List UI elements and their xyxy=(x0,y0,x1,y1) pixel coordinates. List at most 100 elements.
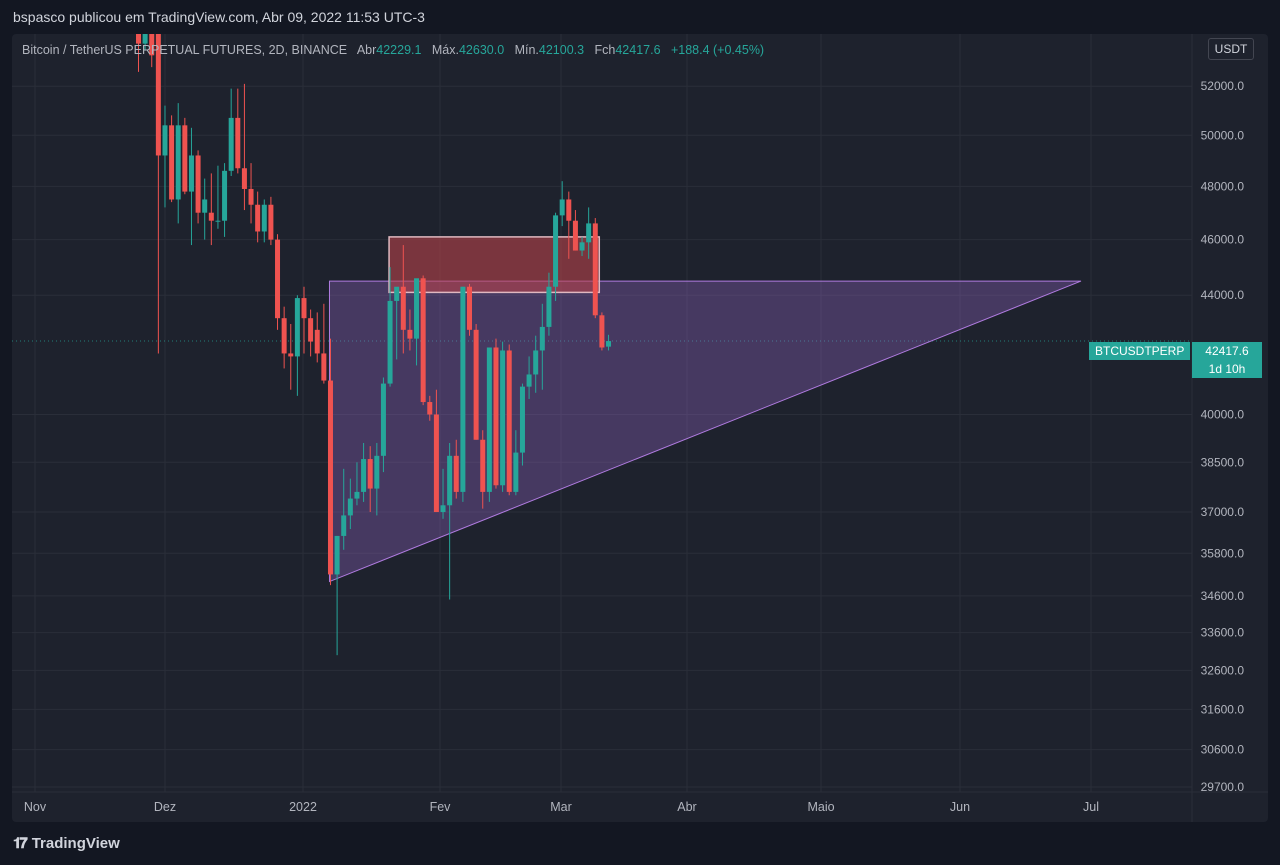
tradingview-logo-icon: 𝟏𝟕 xyxy=(13,834,28,852)
low-value: 42100.3 xyxy=(538,43,585,57)
price-tick-label: 37000.0 xyxy=(1201,505,1245,519)
price-tick-label: 46000.0 xyxy=(1201,233,1245,247)
candle-body xyxy=(341,515,347,536)
candle-body xyxy=(241,168,247,189)
high-label: Máx. xyxy=(431,43,459,57)
footer: 𝟏𝟕 TradingView xyxy=(0,822,1280,865)
price-tick-label: 32600.0 xyxy=(1201,663,1245,677)
candle-body xyxy=(261,204,267,232)
candle-body xyxy=(400,286,406,330)
price-tick-label: 31600.0 xyxy=(1201,702,1245,716)
candle-body xyxy=(248,188,254,205)
candle-body xyxy=(294,298,300,357)
change-value: +188.4 (+0.45%) xyxy=(670,43,765,57)
candle-body xyxy=(255,204,261,232)
candle-body xyxy=(334,535,340,575)
candle-body xyxy=(394,286,400,301)
candle-body xyxy=(427,402,433,415)
tradingview-logo[interactable]: 𝟏𝟕 TradingView xyxy=(13,834,120,852)
last-price-value: 42417.6 xyxy=(1205,344,1249,358)
candle-body xyxy=(235,117,241,169)
price-tick-label: 52000.0 xyxy=(1201,79,1245,93)
candle-body xyxy=(288,353,294,357)
candle-body xyxy=(433,414,439,513)
publish-header: bspasco publicou em TradingView.com, Abr… xyxy=(0,0,1280,34)
candle-body xyxy=(447,455,453,506)
candle-body xyxy=(208,212,214,221)
candle-body xyxy=(586,223,592,243)
chart-pane[interactable]: 52000.0 50000.0 48000.0 46000.0 44000.0 40000… xyxy=(12,34,1268,822)
candle-body xyxy=(142,34,148,44)
currency-unit-button[interactable]: USDT xyxy=(1208,38,1254,60)
candle-body xyxy=(506,350,512,492)
candle-body xyxy=(566,199,572,221)
candle-body xyxy=(321,353,327,381)
open-value: 42229.1 xyxy=(376,43,422,57)
low-label: Mín. xyxy=(514,43,539,57)
time-tick-label: Jun xyxy=(950,800,970,814)
candle-body xyxy=(467,286,472,330)
time-tick-label: Mar xyxy=(550,800,572,814)
candle-body xyxy=(374,455,380,489)
resistance-zone-rectangle xyxy=(388,236,601,294)
time-tick-label: Jul xyxy=(1083,800,1099,814)
price-tick-label: 38500.0 xyxy=(1201,455,1245,469)
candle-body xyxy=(275,239,281,319)
candle-body xyxy=(553,215,559,287)
symbol-title: Bitcoin / TetherUS PERPETUAL FUTURES, 2D… xyxy=(22,43,348,57)
candle-body xyxy=(354,491,360,499)
candle-body xyxy=(579,242,585,251)
candle-body xyxy=(473,329,479,440)
candle-body xyxy=(460,286,466,492)
price-tick-label: 44000.0 xyxy=(1201,288,1245,302)
symbol-legend: Bitcoin / TetherUS PERPETUAL FUTURES, 2D… xyxy=(22,43,764,57)
time-tick-label: Abr xyxy=(677,800,696,814)
candle-body xyxy=(453,455,459,492)
candle-body xyxy=(367,459,373,489)
price-tick-label: 35800.0 xyxy=(1201,546,1245,560)
candle-body xyxy=(228,117,234,171)
price-tick-label: 50000.0 xyxy=(1201,128,1245,142)
candle-body xyxy=(222,170,228,221)
candle-body xyxy=(407,329,413,339)
candlestick-chart[interactable]: 52000.0 50000.0 48000.0 46000.0 44000.0 40000… xyxy=(12,34,1268,822)
bar-countdown: 1d 10h xyxy=(1208,362,1246,376)
candle-body xyxy=(202,199,208,213)
price-tick-label: 33600.0 xyxy=(1201,626,1245,640)
candle-body xyxy=(533,350,539,375)
price-tick-label: 48000.0 xyxy=(1201,179,1245,193)
candle-body xyxy=(149,34,155,56)
candle-body xyxy=(155,34,161,156)
candle-body xyxy=(546,286,552,327)
candle-body xyxy=(175,125,181,200)
candle-body xyxy=(301,298,307,319)
price-tick-label: 34600.0 xyxy=(1201,589,1245,603)
price-tick-label: 29700.0 xyxy=(1201,780,1245,794)
candle-body xyxy=(420,278,426,403)
candle-body xyxy=(572,220,578,251)
high-value: 42630.0 xyxy=(458,43,505,57)
close-label: Fch xyxy=(594,43,616,57)
candle-body xyxy=(486,347,492,492)
ascending-triangle-drawing xyxy=(328,280,1082,583)
candle-body xyxy=(539,326,545,351)
candle-body xyxy=(361,459,367,492)
candle-body xyxy=(195,155,201,213)
time-tick-label: Fev xyxy=(430,800,452,814)
candle-body xyxy=(182,125,188,192)
symbol-price-tag: BTCUSDTPERP xyxy=(1089,342,1191,360)
candle-body xyxy=(347,498,353,516)
price-tick-label: 30600.0 xyxy=(1201,743,1245,757)
candle-body xyxy=(162,125,168,156)
candle-body xyxy=(592,223,598,316)
time-tick-label: Dez xyxy=(154,800,176,814)
candle-body xyxy=(559,199,565,216)
time-tick-label: Nov xyxy=(24,800,47,814)
time-tick-label: 2022 xyxy=(289,800,317,814)
candle-body xyxy=(480,439,486,492)
candle-body xyxy=(327,380,333,575)
candle-body xyxy=(493,347,499,486)
candle-body xyxy=(169,125,175,200)
candle-body xyxy=(526,374,532,387)
candle-body xyxy=(414,278,420,339)
